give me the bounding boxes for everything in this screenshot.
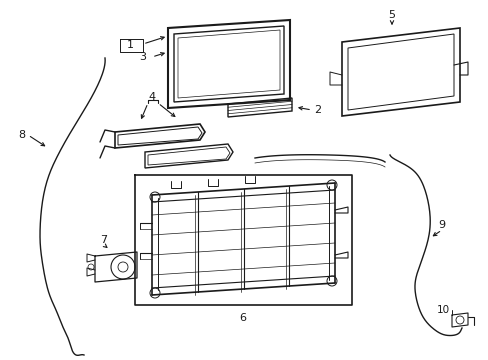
Text: 9: 9 [438,220,445,230]
Text: 1: 1 [126,40,133,50]
Text: 4: 4 [148,92,155,102]
Text: 8: 8 [19,130,25,140]
Text: 2: 2 [314,105,321,115]
Text: 5: 5 [387,10,395,20]
Text: 3: 3 [139,52,146,62]
Text: 10: 10 [436,305,448,315]
Text: 6: 6 [239,313,246,323]
Text: 7: 7 [100,235,107,245]
